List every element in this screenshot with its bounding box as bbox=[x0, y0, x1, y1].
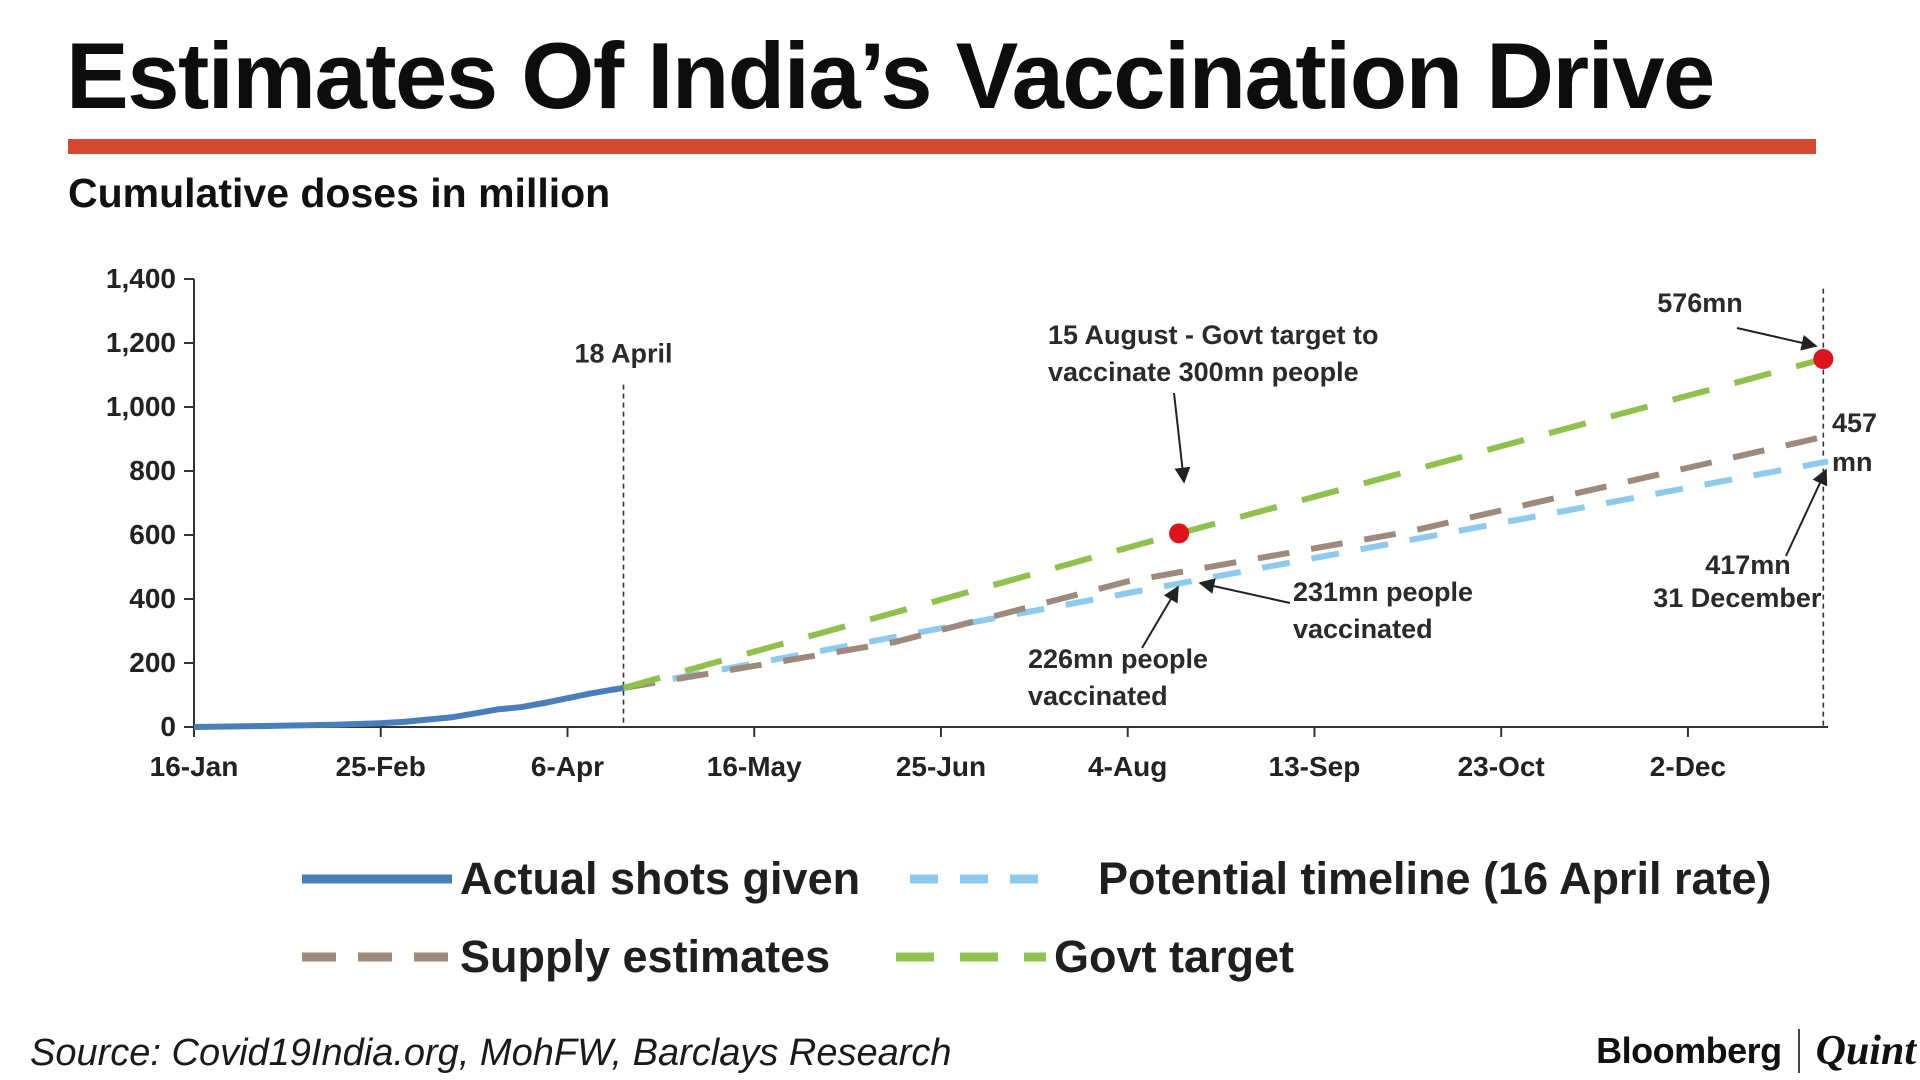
annotation-arrow-govt-december bbox=[1736, 327, 1818, 351]
y-tick-label: 400 bbox=[129, 583, 176, 614]
series-line-actual bbox=[193, 685, 624, 730]
annotation-supply-december-line1: 457 bbox=[1832, 408, 1877, 438]
annotation-arrow-potential-august bbox=[1141, 585, 1179, 649]
legend-label-actual: Actual shots given bbox=[460, 853, 861, 904]
target-marker-1 bbox=[1169, 523, 1190, 544]
legend-label-potential: Potential timeline (16 April rate) bbox=[1098, 853, 1772, 904]
y-tick-label: 1,200 bbox=[106, 327, 176, 358]
legend-swatch-actual bbox=[302, 874, 452, 884]
series-line-supply bbox=[622, 432, 1829, 691]
brand-separator bbox=[1797, 1029, 1800, 1073]
x-tick-label: 2-Dec bbox=[1650, 751, 1726, 782]
annotation-potential-august-line2: vaccinated bbox=[1028, 681, 1168, 711]
annotation-arrow-potential-december bbox=[1785, 468, 1828, 557]
y-tick-label: 0 bbox=[160, 711, 176, 742]
legend-label-govt: Govt target bbox=[1054, 931, 1295, 982]
annotation-arrow-supply-august bbox=[1198, 578, 1291, 604]
x-tick-label: 16-May bbox=[707, 751, 802, 782]
y-tick-label: 1,400 bbox=[106, 263, 176, 294]
legend-item-potential: Potential timeline (16 April rate) bbox=[910, 852, 1771, 906]
annotation-govt-december: 576mn bbox=[1657, 288, 1743, 318]
annotation-supply-december-line2: mn bbox=[1832, 447, 1873, 477]
page-title: Estimates Of India’s Vaccination Drive bbox=[66, 23, 1715, 128]
x-tick-label: 4-Aug bbox=[1088, 751, 1167, 782]
x-tick-label: 16-Jan bbox=[150, 751, 239, 782]
legend-item-actual: Actual shots given bbox=[302, 852, 860, 906]
legend-swatch-supply bbox=[302, 952, 452, 962]
legend-item-govt: Govt target bbox=[896, 930, 1294, 984]
y-tick-label: 600 bbox=[129, 519, 176, 550]
y-tick-label: 200 bbox=[129, 647, 176, 678]
legend-item-supply: Supply estimates bbox=[302, 930, 830, 984]
x-tick-label: 23-Oct bbox=[1458, 751, 1545, 782]
source-note: Source: Covid19India.org, MohFW, Barclay… bbox=[30, 1032, 952, 1074]
annotation-supply-august-line1: 231mn people bbox=[1293, 577, 1473, 607]
annotation-arrow-govt-august bbox=[1173, 392, 1191, 484]
y-tick-label: 800 bbox=[129, 455, 176, 486]
x-tick-label: 25-Feb bbox=[336, 751, 426, 782]
vline-label-31-december: 31 December bbox=[1653, 583, 1822, 613]
series-line-potential bbox=[622, 458, 1829, 691]
y-tick-label: 1,000 bbox=[106, 391, 176, 422]
brand-logo: Bloomberg Quint bbox=[1596, 1026, 1916, 1076]
legend-label-supply: Supply estimates bbox=[460, 931, 831, 982]
legend-swatch-govt bbox=[896, 952, 1046, 962]
annotation-govt-august-line1: 15 August - Govt target to bbox=[1048, 320, 1379, 350]
brand-primary: Bloomberg bbox=[1596, 1030, 1782, 1071]
legend-swatch-potential bbox=[910, 874, 1060, 884]
x-tick-label: 13-Sep bbox=[1269, 751, 1361, 782]
annotation-govt-august-line2: vaccinate 300mn people bbox=[1048, 357, 1359, 387]
annotation-potential-august-line1: 226mn people bbox=[1028, 644, 1208, 674]
series-line-govt bbox=[622, 356, 1825, 691]
annotation-supply-august-line2: vaccinated bbox=[1293, 614, 1433, 644]
x-tick-label: 6-Apr bbox=[531, 751, 604, 782]
title-divider bbox=[68, 139, 1816, 154]
annotation-potential-december: 417mn bbox=[1705, 550, 1791, 580]
brand-secondary: Quint bbox=[1815, 1028, 1916, 1074]
chart-subtitle: Cumulative doses in million bbox=[68, 170, 611, 216]
x-tick-label: 25-Jun bbox=[896, 751, 986, 782]
vline-label-18-april: 18 April bbox=[574, 339, 672, 369]
target-marker-2 bbox=[1813, 349, 1834, 369]
